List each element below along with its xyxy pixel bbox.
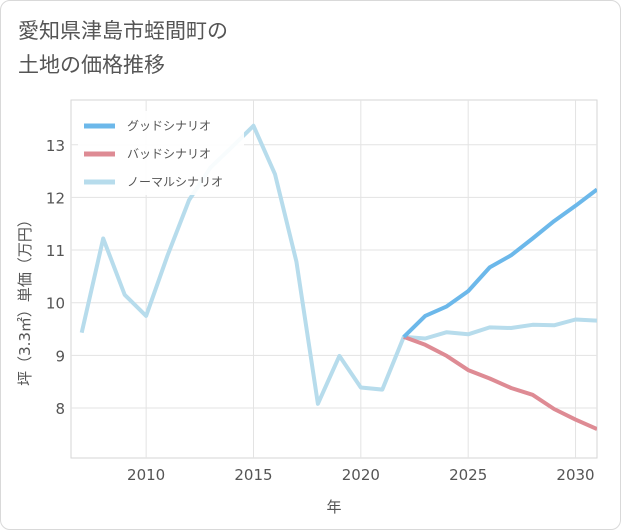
y-tick-label: 11 (46, 242, 65, 260)
x-tick-label: 2020 (342, 466, 380, 484)
y-axis-label: 坪（3.3㎡）単価（万円） (16, 212, 34, 386)
y-tick-label: 10 (46, 295, 65, 313)
y-tick-label: 8 (55, 400, 65, 418)
series-line-bad (403, 335, 597, 431)
x-tick-labels: 2010 2015 2020 2025 2030 (127, 466, 595, 484)
series-line-normal (79, 123, 597, 406)
x-tick-label: 2025 (449, 466, 487, 484)
y-tick-label: 12 (46, 189, 65, 207)
chart-title-line-1: 愛知県津島市蛭間町の (18, 19, 228, 43)
chart-title-line-2: 土地の価格推移 (18, 53, 165, 77)
y-tick-labels: 8 9 10 11 12 13 (46, 137, 65, 418)
series-lines (79, 123, 597, 431)
legend-label-good: グッドシナリオ (127, 119, 211, 133)
y-tick-label: 9 (55, 347, 65, 365)
grid-lines (71, 100, 597, 458)
chart-title: 愛知県津島市蛭間町の 土地の価格推移 (18, 14, 228, 82)
x-tick-label: 2015 (234, 466, 272, 484)
legend-label-bad: バッドシナリオ (127, 147, 211, 161)
y-tick-label: 13 (46, 137, 65, 155)
series-line-good (402, 187, 597, 339)
x-axis-label: 年 (326, 498, 341, 516)
x-tick-label: 2030 (556, 466, 594, 484)
legend-label-normal: ノーマルシナリオ (127, 175, 223, 189)
x-tick-label: 2010 (127, 466, 165, 484)
